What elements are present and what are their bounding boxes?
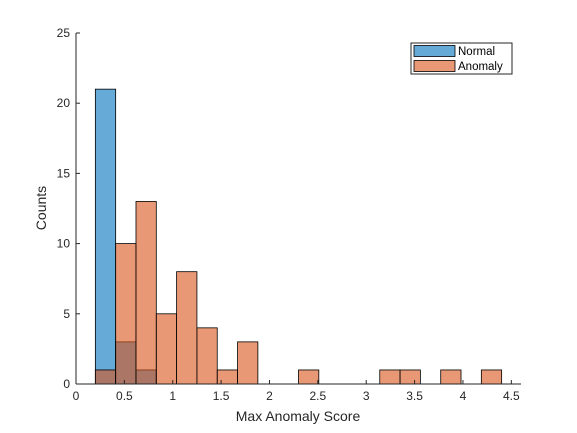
bar-anomaly-1 — [115, 243, 137, 385]
y-tick-label: 10 — [57, 237, 71, 251]
x-tick-label: 0 — [73, 389, 80, 403]
x-tick-label: 4 — [460, 389, 467, 403]
bar-normal-0 — [94, 88, 117, 385]
x-tick-label: 3 — [363, 389, 370, 403]
x-tick-label: 3.5 — [406, 389, 423, 403]
bars-layer — [94, 88, 503, 385]
x-tick-label: 1 — [169, 389, 176, 403]
bar-anomaly-17 — [440, 369, 462, 385]
bar-anomaly-7 — [237, 341, 259, 385]
y-tick-label: 15 — [57, 166, 71, 180]
bar-anomaly-10 — [298, 369, 320, 385]
y-tick-label: 25 — [57, 26, 71, 40]
bar-anomaly-15 — [399, 369, 421, 385]
bar-anomaly-4 — [176, 271, 198, 385]
legend: Normal Anomaly — [410, 42, 513, 75]
x-tick-label: 2.5 — [310, 389, 327, 403]
y-tick-label: 20 — [57, 96, 71, 110]
x-tick-label: 0.5 — [116, 389, 133, 403]
bar-anomaly-3 — [155, 313, 178, 385]
bar-anomaly-0 — [94, 369, 117, 385]
bar-anomaly-6 — [216, 369, 238, 385]
x-tick-label: 1.5 — [213, 389, 230, 403]
bar-anomaly-19 — [480, 369, 503, 385]
legend-label-normal: Normal — [458, 46, 495, 58]
legend-label-anomaly: Anomaly — [458, 61, 503, 73]
y-tick-label: 5 — [63, 307, 70, 321]
legend-swatch-normal — [413, 45, 456, 57]
y-tick-label: 0 — [63, 377, 70, 391]
y-axis-label: Counts — [33, 186, 49, 230]
ticks-layer: 0 0.5 1 1.5 2 2.5 3 3.5 4 4.5 0 5 10 15 20 25 — [57, 26, 520, 403]
x-axis-label: Max Anomaly Score — [236, 408, 361, 424]
axes-layer — [75, 33, 521, 385]
bar-anomaly-5 — [196, 327, 218, 385]
bar-anomaly-14 — [379, 369, 401, 385]
x-tick-label: 4.5 — [503, 389, 520, 403]
bar-anomaly-2 — [135, 201, 157, 385]
legend-swatch-anomaly — [413, 60, 456, 72]
x-tick-label: 2 — [266, 389, 273, 403]
